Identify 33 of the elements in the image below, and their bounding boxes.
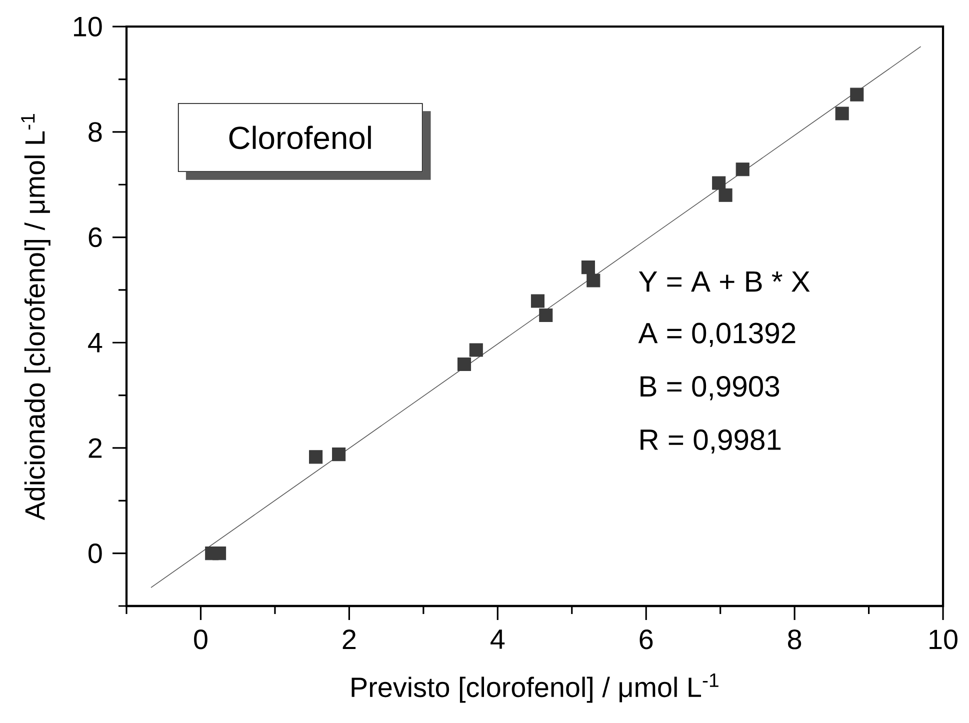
y-tick-label: 4 (88, 333, 102, 352)
x-tick-label: 6 (640, 630, 653, 650)
point (712, 176, 726, 190)
x-tick-label: 4 (490, 630, 505, 649)
x-tick-label: 0 (194, 630, 208, 650)
x-tick-label: 2 (342, 630, 356, 650)
point (850, 88, 864, 102)
x-tick-label: 10 (930, 630, 958, 650)
point (586, 274, 600, 288)
point (581, 260, 595, 274)
point (212, 546, 226, 560)
point (530, 294, 545, 308)
point (835, 106, 849, 120)
y-tick-label: 0 (88, 543, 102, 564)
y-axis-title: Adicionado [clorofenol] / μmol L$^{-1}$ (21, 114, 50, 520)
annotation: A = 0,01392 (638, 322, 796, 347)
point (718, 188, 732, 202)
point (736, 162, 750, 176)
annotation: Clorofenol (229, 126, 371, 150)
point (309, 450, 323, 464)
point (539, 308, 553, 322)
y-tick-label: 6 (88, 227, 102, 248)
point (332, 448, 346, 462)
annotation: Y = A + B * X (638, 271, 810, 292)
point (469, 343, 483, 357)
y-tick-label: 2 (88, 438, 102, 458)
x-axis-title: Previsto [clorofenol] / μmol L$^{-1}$ (352, 673, 718, 703)
annotation: R = 0,9981 (640, 429, 781, 454)
y-tick-label: 10 (74, 16, 102, 36)
x-tick-label: 8 (788, 630, 802, 650)
annotation: B = 0,9903 (640, 376, 780, 400)
y-tick-label: 8 (88, 122, 102, 142)
point (457, 357, 472, 371)
